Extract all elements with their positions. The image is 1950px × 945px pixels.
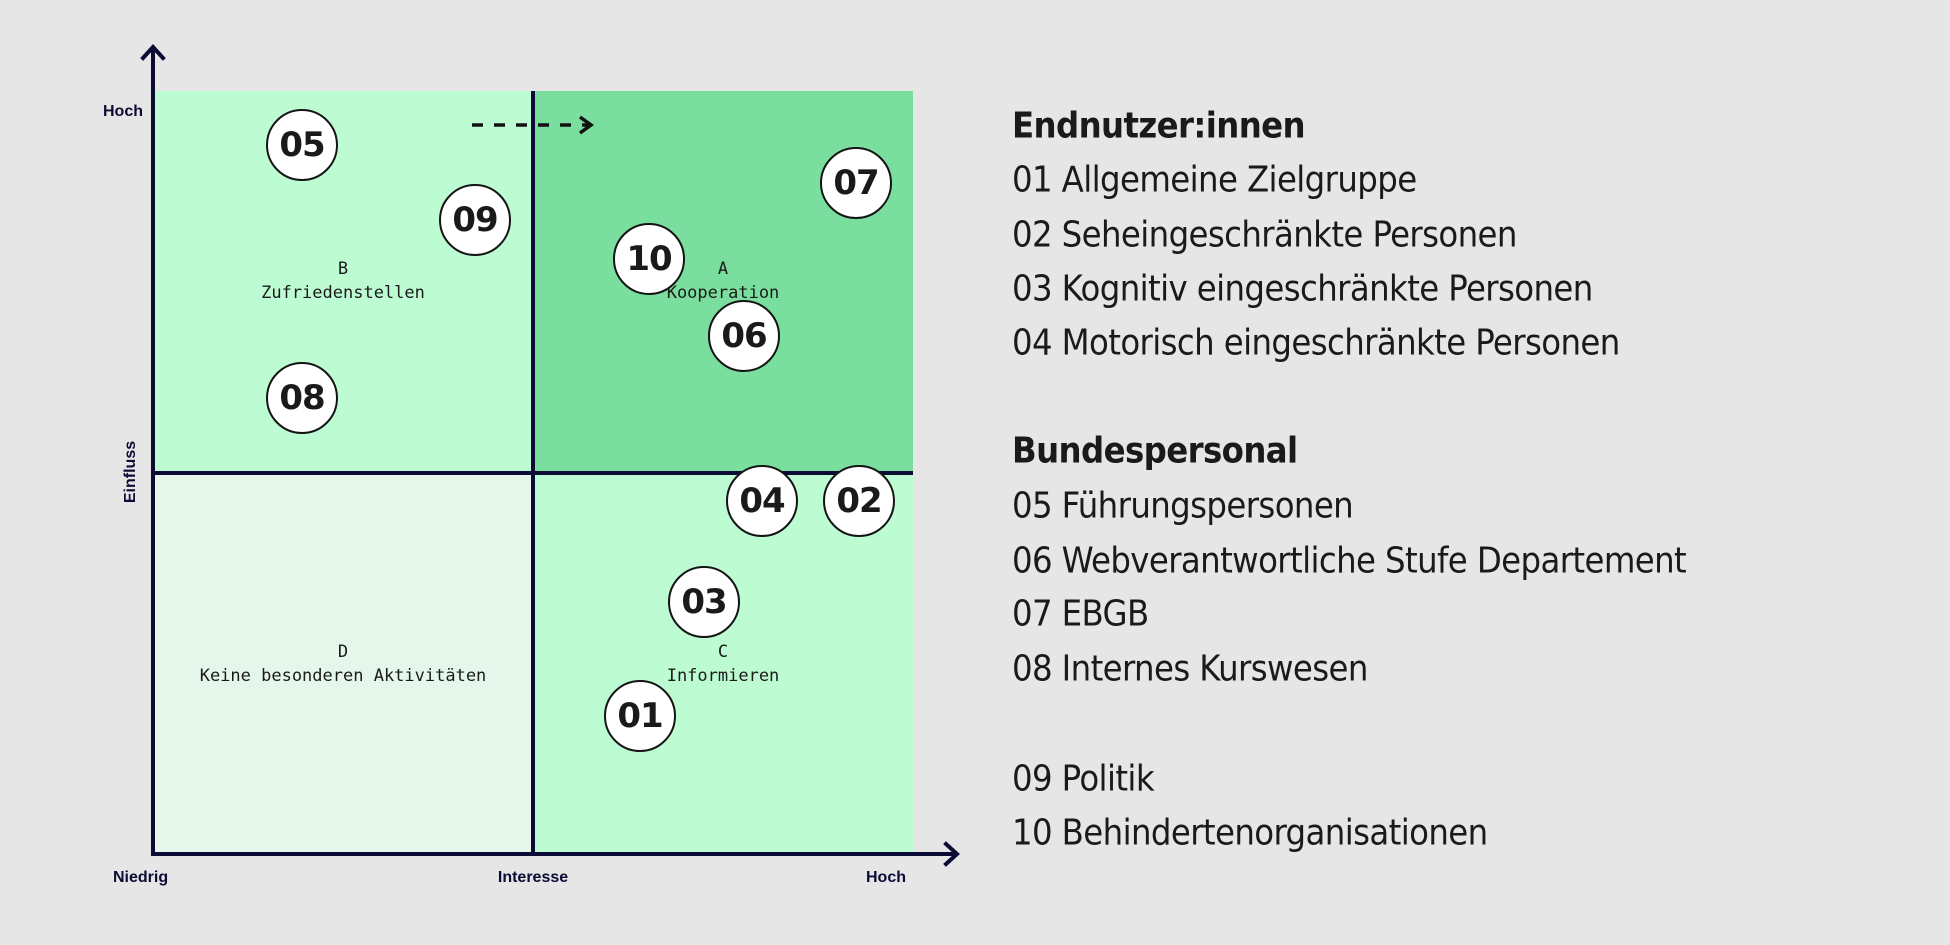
legend-item-06: 06 Webverantwortliche Stufe Departement — [1012, 540, 1687, 582]
legend-item-01: 01 Allgemeine Zielgruppe — [1012, 159, 1417, 201]
stakeholder-bubble-05: 05 — [266, 109, 338, 181]
quadrant-b-label: B Zufriedenstellen — [261, 257, 425, 305]
stakeholder-bubble-06: 06 — [708, 300, 780, 372]
quadrant-a-letter: A — [717, 259, 729, 279]
quadrant-a-label: A Kooperation — [667, 257, 780, 305]
x-axis-high-label: Hoch — [866, 869, 906, 886]
quadrant-c-name: Informieren — [666, 666, 780, 686]
stakeholder-bubble-04: 04 — [726, 465, 798, 537]
y-axis-title: Einfluss — [122, 440, 139, 504]
x-axis-low-label: Niedrig — [113, 869, 169, 886]
quadrant-d-letter: D — [337, 642, 349, 662]
legend-item-08: 08 Internes Kurswesen — [1012, 648, 1368, 690]
quadrant-c-informieren — [533, 473, 913, 854]
quadrant-d-name: Keine besonderen Aktivitäten — [199, 666, 487, 686]
quadrant-d-keine-aktivitaeten — [153, 473, 533, 854]
quadrant-c-letter: C — [717, 642, 729, 662]
legend-item-03: 03 Kognitiv eingeschränkte Personen — [1012, 268, 1593, 310]
x-axis-title: Interesse — [497, 869, 569, 886]
legend-item-02: 02 Seheingeschränkte Personen — [1012, 214, 1517, 256]
y-axis-high-label: Hoch — [103, 103, 143, 120]
stakeholder-bubble-03: 03 — [668, 566, 740, 638]
legend-item-05: 05 Führungspersonen — [1012, 485, 1354, 527]
legend-heading-bundespersonal: Bundespersonal — [1012, 430, 1298, 472]
stakeholder-bubble-09: 09 — [439, 184, 511, 256]
quadrant-b-letter: B — [337, 259, 349, 279]
legend-item-09: 09 Politik — [1012, 758, 1155, 800]
stakeholder-bubble-10: 10 — [613, 223, 685, 295]
stakeholder-bubble-08: 08 — [266, 362, 338, 434]
quadrant-b-name: Zufriedenstellen — [261, 283, 425, 303]
quadrant-c-label: C Informieren — [667, 640, 780, 688]
x-axis-line — [151, 852, 954, 856]
quadrant-a-name: Kooperation — [666, 283, 780, 303]
y-axis-line — [151, 50, 155, 856]
legend-item-07: 07 EBGB — [1012, 593, 1149, 635]
legend-item-10: 10 Behindertenorganisationen — [1012, 812, 1488, 854]
legend-heading-endnutzer: Endnutzer:innen — [1012, 105, 1306, 147]
stakeholder-bubble-07: 07 — [820, 147, 892, 219]
stakeholder-bubble-02: 02 — [823, 465, 895, 537]
quadrant-b-zufriedenstellen — [153, 91, 533, 473]
stakeholder-bubble-01: 01 — [604, 680, 676, 752]
legend-item-04: 04 Motorisch eingeschränkte Personen — [1012, 322, 1620, 364]
quadrant-d-label: D Keine besonderen Aktivitäten — [200, 640, 487, 688]
horizontal-divider — [153, 471, 913, 475]
